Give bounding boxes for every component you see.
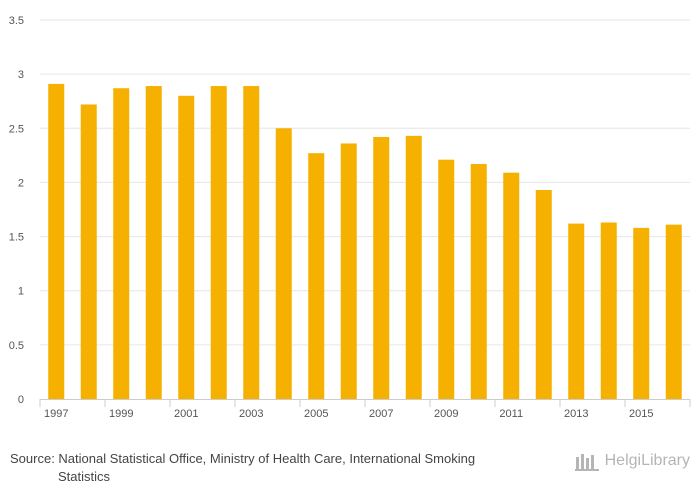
- y-tick-label: 1.5: [9, 232, 24, 244]
- x-axis: [39, 399, 691, 407]
- bar-2013: [568, 223, 585, 399]
- bar-1998: [80, 104, 97, 399]
- source-line-2: Statistics: [58, 469, 111, 484]
- y-axis-tick-labels: 0 0.5 1 1.5 2 2.5 3 3.5: [9, 15, 24, 406]
- bar-2009: [438, 159, 455, 399]
- y-tick-label: 0.5: [9, 340, 24, 352]
- bar-2005: [308, 153, 325, 399]
- x-tick-label: 2013: [564, 408, 588, 420]
- x-tick-label: 1997: [44, 408, 68, 420]
- bar-1999: [113, 88, 130, 399]
- y-tick-label: 3: [18, 69, 24, 81]
- x-tick-label: 1999: [109, 408, 133, 420]
- bar-2004: [275, 128, 292, 400]
- bar-1997: [48, 83, 65, 399]
- bar-2010: [470, 164, 487, 399]
- x-tick-label: 2007: [369, 408, 393, 420]
- bar-2016: [665, 224, 682, 399]
- x-tick-label: 2009: [434, 408, 458, 420]
- bar-2007: [373, 136, 390, 399]
- x-axis-tick-labels: 1997 1999 2001 2003 2005 2007 2009 2011 2013 2015: [44, 408, 653, 420]
- bar-chart: 0 0.5 1 1.5 2 2.5 3 3.5 1997 1999 2001 2003 2005 200…: [9, 15, 691, 420]
- x-tick-label: 2011: [499, 408, 523, 420]
- y-tick-label: 2: [18, 177, 24, 189]
- y-tick-label: 1: [18, 286, 24, 298]
- source-line-1: Source: National Statistical Office, Min…: [10, 451, 476, 466]
- bar-2011: [503, 172, 520, 399]
- bar-2002: [210, 86, 227, 399]
- logo-text: HelgiLibrary: [604, 452, 690, 469]
- library-icon: [574, 454, 599, 471]
- bar-2008: [405, 135, 422, 399]
- y-tick-label: 0: [18, 394, 24, 406]
- bar-2006: [340, 143, 357, 399]
- bars: [48, 83, 682, 400]
- x-tick-label: 2005: [304, 408, 328, 420]
- bar-2014: [600, 222, 617, 399]
- bar-2001: [178, 95, 195, 400]
- helgilibrary-logo: HelgiLibrary: [574, 450, 690, 472]
- gridlines: [40, 19, 690, 346]
- bar-2015: [633, 227, 650, 399]
- source-note: Source: National Statistical Office, Min…: [10, 450, 550, 486]
- y-tick-label: 2.5: [9, 123, 24, 135]
- y-tick-label: 3.5: [9, 15, 24, 27]
- bar-2000: [145, 86, 162, 399]
- x-tick-label: 2015: [629, 408, 653, 420]
- bar-2003: [243, 86, 260, 399]
- bar-2012: [535, 190, 552, 399]
- x-tick-label: 2001: [174, 408, 198, 420]
- x-tick-label: 2003: [239, 408, 263, 420]
